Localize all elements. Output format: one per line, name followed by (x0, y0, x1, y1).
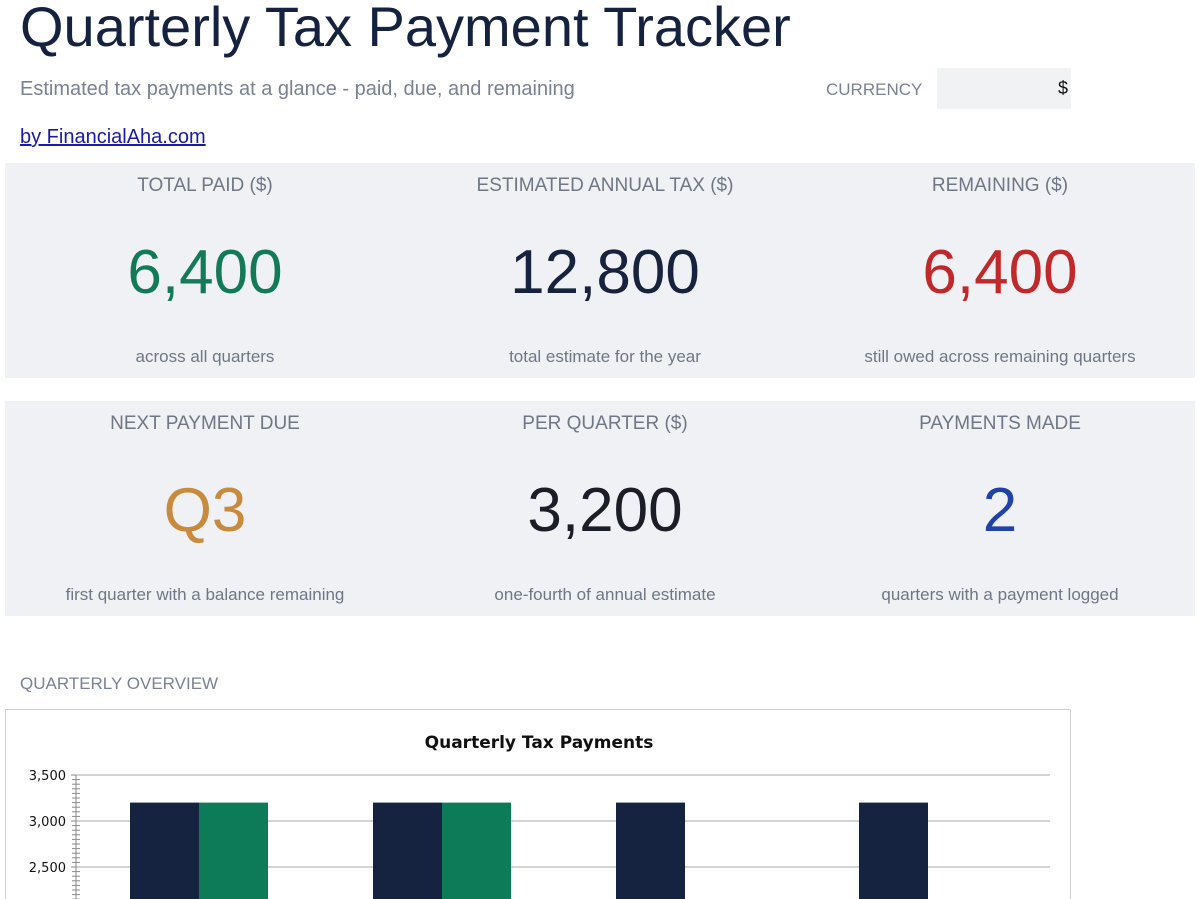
kpi-value: 3,200 (527, 476, 683, 545)
page-subtitle: Estimated tax payments at a glance - pai… (20, 78, 575, 100)
bar (373, 802, 442, 899)
kpi-caption: total estimate for the year (509, 347, 701, 366)
kpi-caption: across all quarters (135, 347, 275, 366)
bar (130, 802, 199, 899)
section-label-quarterly-overview: QUARTERLY OVERVIEW (20, 674, 219, 693)
kpi-caption: quarters with a payment logged (881, 585, 1119, 604)
kpi-value: 12,800 (510, 238, 700, 307)
kpi-label: NEXT PAYMENT DUE (110, 413, 300, 434)
kpi-label: ESTIMATED ANNUAL TAX ($) (476, 175, 734, 196)
chart-title: Quarterly Tax Payments (425, 733, 654, 753)
quarterly-payments-chart: Quarterly Tax Payments 2,500 3,000 3,500 (29, 733, 1050, 899)
currency-input[interactable]: $ (937, 68, 1071, 109)
kpi-payments-made: PAYMENTS MADE 2 quarters with a payment … (805, 401, 1195, 616)
kpi-per-quarter: PER QUARTER ($) 3,200 one-fourth of annu… (405, 401, 805, 616)
kpi-label: REMAINING ($) (931, 175, 1069, 196)
y-tick-label: 2,500 (29, 861, 66, 876)
y-tick-label: 3,500 (29, 769, 66, 784)
kpi-label: PAYMENTS MADE (919, 413, 1081, 434)
kpi-value: Q3 (163, 476, 247, 545)
kpi-caption: one-fourth of annual estimate (494, 585, 716, 604)
kpi-label: TOTAL PAID ($) (137, 175, 273, 196)
kpi-total-paid: TOTAL PAID ($) 6,400 across all quarters (5, 163, 405, 378)
kpi-next-payment-due: NEXT PAYMENT DUE Q3 first quarter with a… (5, 401, 405, 616)
page-title: Quarterly Tax Payment Tracker (20, 0, 791, 58)
bar (616, 802, 685, 899)
kpi-remaining: REMAINING ($) 6,400 still owed across re… (805, 163, 1195, 378)
kpi-caption: first quarter with a balance remaining (65, 585, 345, 604)
chart-container[interactable]: Quarterly Tax Payments 2,500 3,000 3,500 (5, 709, 1071, 899)
kpi-caption: still owed across remaining quarters (864, 347, 1136, 366)
byline-link[interactable]: by FinancialAha.com (20, 126, 206, 148)
kpi-value: 2 (982, 476, 1018, 545)
currency-value: $ (1057, 78, 1068, 98)
kpi-value: 6,400 (127, 238, 283, 307)
bar (442, 802, 511, 899)
bar (199, 802, 268, 899)
y-tick-label: 3,000 (29, 815, 66, 830)
kpi-row-summary: TOTAL PAID ($) 6,400 across all quarters… (5, 163, 1195, 378)
kpi-estimated-annual-tax: ESTIMATED ANNUAL TAX ($) 12,800 total es… (405, 163, 805, 378)
bar (859, 802, 928, 899)
currency-label: CURRENCY (826, 80, 923, 99)
kpi-row-schedule: NEXT PAYMENT DUE Q3 first quarter with a… (5, 401, 1195, 616)
kpi-value: 6,400 (922, 238, 1078, 307)
kpi-label: PER QUARTER ($) (522, 413, 688, 434)
